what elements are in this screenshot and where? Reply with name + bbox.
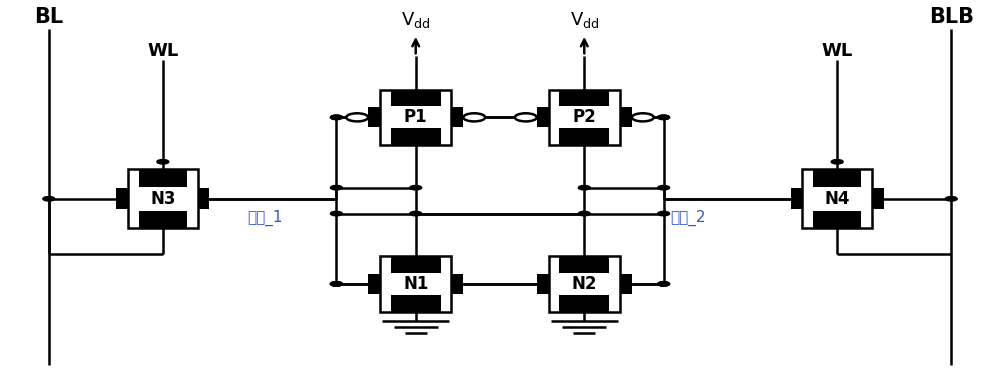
Bar	[620, 107, 632, 127]
Circle shape	[632, 113, 654, 121]
Bar	[139, 169, 187, 187]
Circle shape	[945, 197, 957, 201]
Bar	[391, 256, 441, 273]
Bar	[128, 169, 198, 229]
Circle shape	[658, 185, 670, 190]
Circle shape	[330, 282, 342, 286]
Text: V$_{\rm dd}$: V$_{\rm dd}$	[570, 10, 599, 30]
Text: V$_{\rm dd}$: V$_{\rm dd}$	[401, 10, 430, 30]
Circle shape	[578, 185, 590, 190]
Circle shape	[410, 185, 422, 190]
Bar	[813, 169, 861, 187]
Bar	[391, 295, 441, 312]
Text: P2: P2	[572, 108, 596, 126]
Bar	[391, 128, 441, 145]
Circle shape	[330, 185, 342, 190]
Text: BLB: BLB	[929, 7, 974, 27]
Bar	[537, 274, 549, 294]
Circle shape	[330, 211, 342, 216]
Text: BL: BL	[34, 7, 63, 27]
Circle shape	[330, 115, 342, 120]
Bar	[139, 211, 187, 229]
Bar	[872, 188, 884, 210]
Bar	[549, 90, 620, 145]
Text: 节点_1: 节点_1	[247, 210, 283, 226]
Circle shape	[831, 159, 843, 164]
Circle shape	[658, 115, 670, 120]
Circle shape	[157, 159, 169, 164]
Circle shape	[658, 115, 670, 120]
Circle shape	[463, 113, 485, 121]
Circle shape	[330, 282, 342, 286]
Text: WL: WL	[147, 42, 178, 60]
Bar	[620, 274, 632, 294]
Circle shape	[346, 113, 368, 121]
Circle shape	[515, 113, 537, 121]
Bar	[802, 169, 872, 229]
Bar	[198, 188, 209, 210]
Bar	[559, 256, 609, 273]
Bar	[791, 188, 802, 210]
Circle shape	[658, 282, 670, 286]
Bar	[391, 90, 441, 106]
Circle shape	[578, 211, 590, 216]
Circle shape	[658, 282, 670, 286]
Bar	[813, 211, 861, 229]
Bar	[559, 128, 609, 145]
Circle shape	[330, 282, 342, 286]
Text: 节点_2: 节点_2	[671, 210, 706, 226]
Text: N1: N1	[403, 275, 428, 293]
Bar	[368, 274, 380, 294]
Text: N2: N2	[572, 275, 597, 293]
Text: N3: N3	[150, 190, 176, 208]
Text: P1: P1	[404, 108, 428, 126]
Bar	[549, 256, 620, 312]
Bar	[451, 107, 463, 127]
Bar	[451, 274, 463, 294]
Text: WL: WL	[822, 42, 853, 60]
Circle shape	[410, 211, 422, 216]
Circle shape	[330, 115, 342, 120]
Text: N4: N4	[824, 190, 850, 208]
Bar	[559, 295, 609, 312]
Bar	[116, 188, 128, 210]
Bar	[380, 90, 451, 145]
Bar	[537, 107, 549, 127]
Bar	[380, 256, 451, 312]
Circle shape	[43, 197, 55, 201]
Bar	[368, 107, 380, 127]
Circle shape	[658, 211, 670, 216]
Bar	[559, 90, 609, 106]
